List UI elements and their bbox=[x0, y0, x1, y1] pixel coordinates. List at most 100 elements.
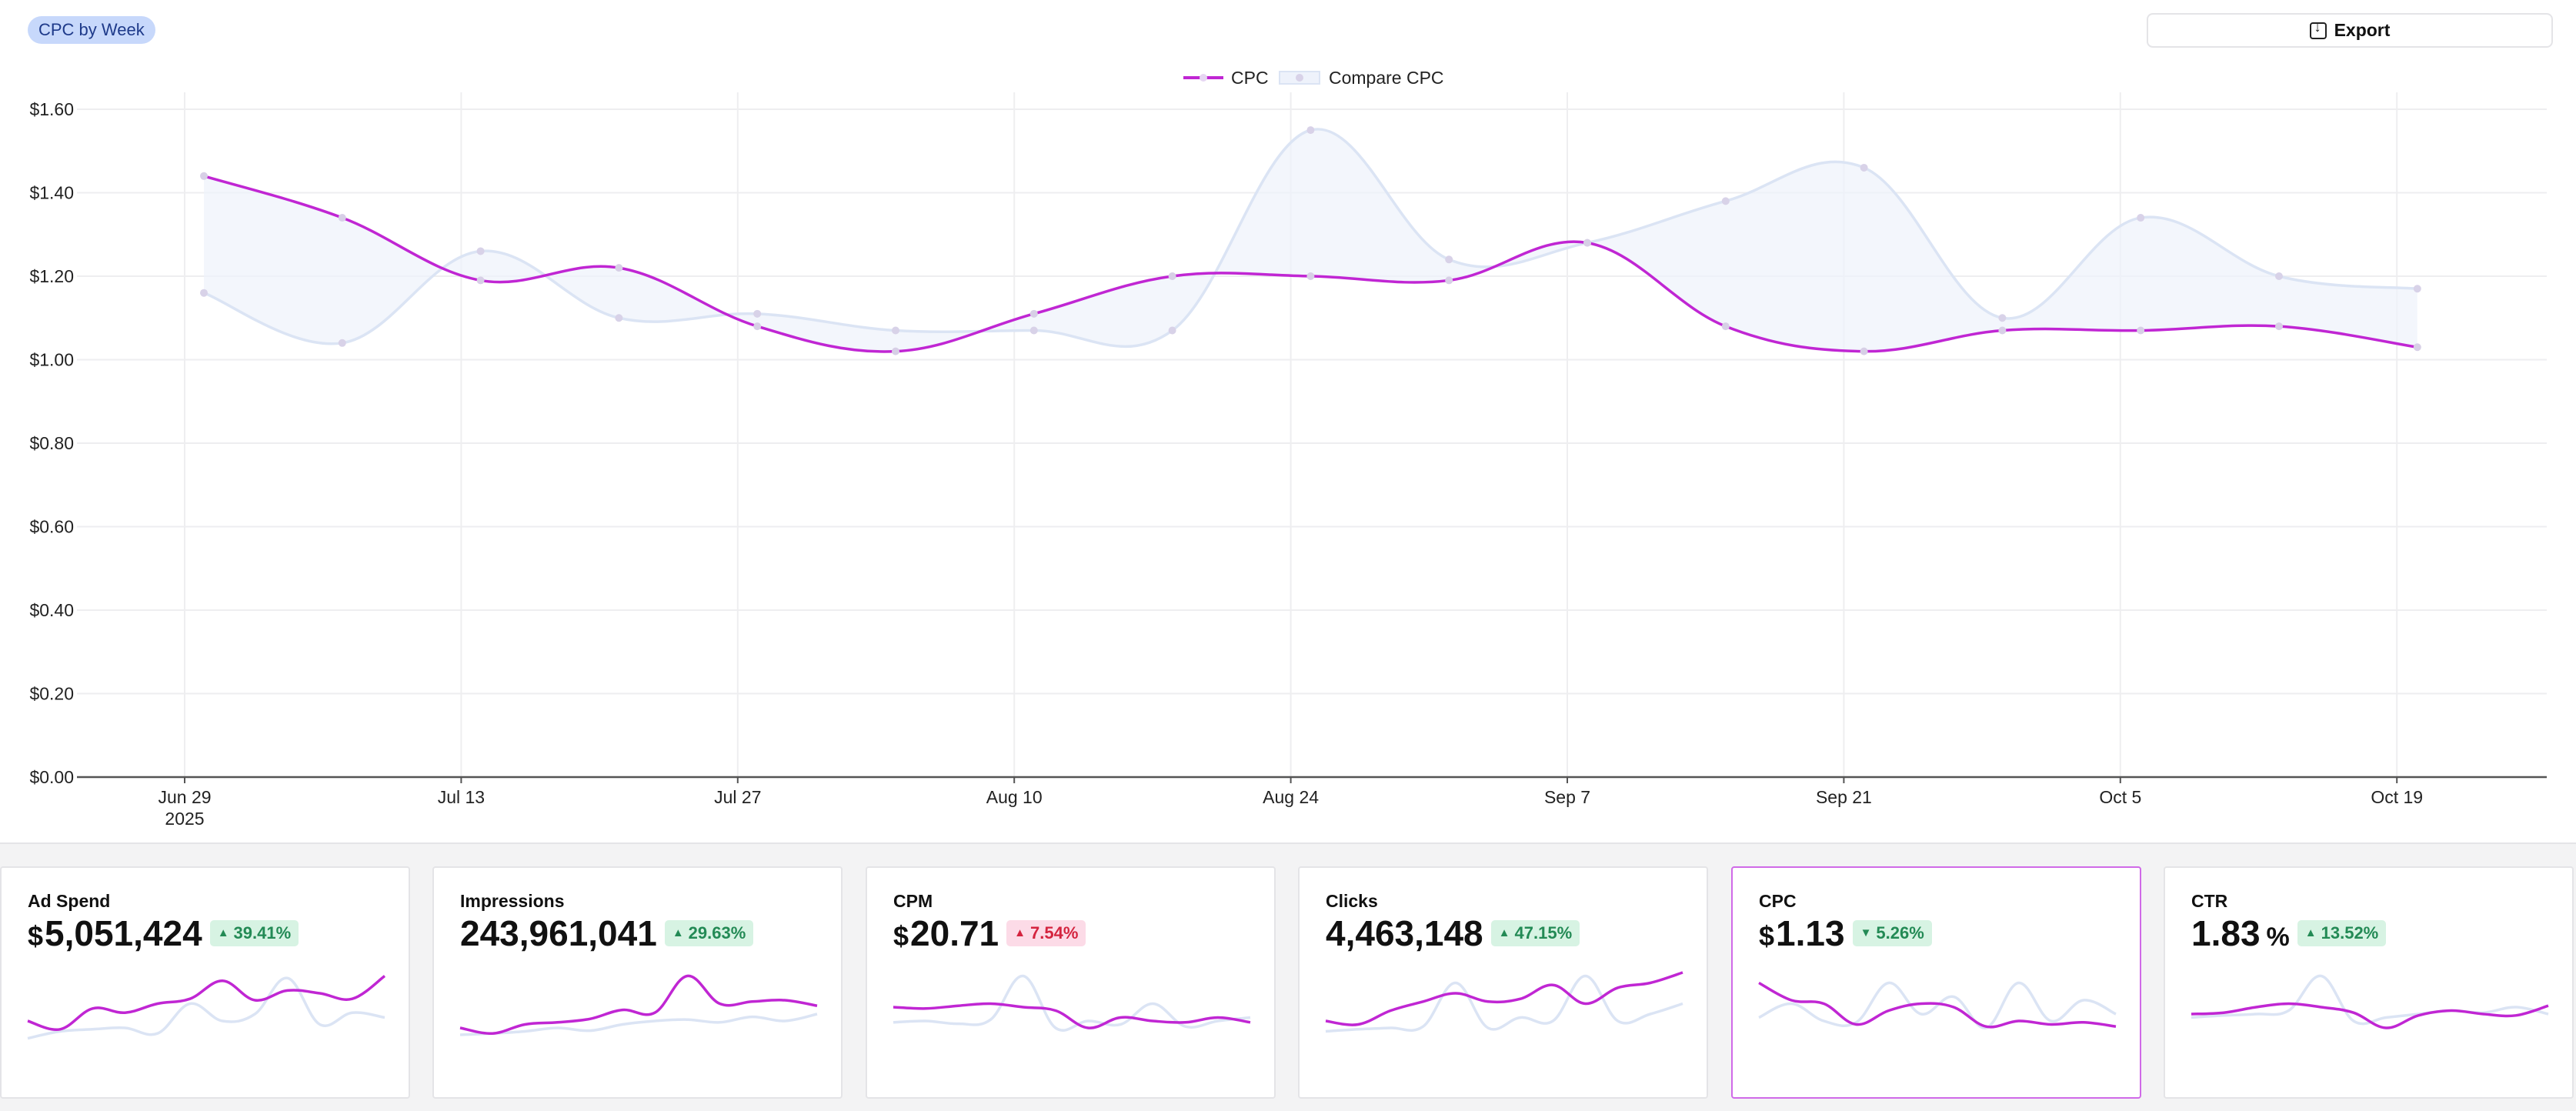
legend-label-cpc: CPC bbox=[1231, 68, 1269, 88]
card-value-prefix: $ bbox=[28, 920, 44, 952]
sparkline-main bbox=[1758, 981, 2117, 1029]
change-value: 5.26% bbox=[1876, 923, 1924, 943]
compare-cpc-point bbox=[1721, 197, 1730, 205]
metric-card-cpm[interactable]: CPM $20.71 ▲ 7.54% bbox=[866, 866, 1276, 1099]
change-value: 39.41% bbox=[233, 923, 292, 943]
chart-title-pill[interactable]: CPC by Week bbox=[28, 16, 155, 44]
triangle-up-icon: ▲ bbox=[2304, 926, 2317, 939]
chart-legend: CPC Compare CPC bbox=[1183, 68, 1444, 88]
card-value-number: 1.13 bbox=[1776, 913, 1845, 953]
compare-cpc-point bbox=[1306, 126, 1315, 135]
sparkline-chart bbox=[893, 974, 1251, 1032]
compare-cpc-point bbox=[1029, 326, 1038, 335]
compare-cpc-point bbox=[892, 326, 899, 335]
x-tick-label: Aug 24 bbox=[1263, 787, 1319, 807]
compare-cpc-point bbox=[2275, 272, 2283, 280]
cpc-point bbox=[753, 322, 762, 331]
y-tick-label: $1.60 bbox=[29, 99, 74, 119]
x-tick-label: Jul 13 bbox=[438, 787, 485, 807]
y-tick-label: $0.00 bbox=[29, 767, 74, 787]
change-value: 29.63% bbox=[688, 923, 746, 943]
change-value: 7.54% bbox=[1030, 923, 1079, 943]
compare-area-fill bbox=[204, 128, 2418, 352]
y-tick-label: $1.20 bbox=[29, 266, 74, 286]
cpc-point bbox=[1306, 272, 1315, 280]
cpc-point bbox=[1998, 326, 2007, 335]
compare-cpc-point bbox=[476, 247, 485, 255]
cpc-point bbox=[476, 276, 485, 285]
compare-cpc-point bbox=[200, 289, 208, 297]
card-title: CPM bbox=[893, 891, 933, 911]
sparkline-chart bbox=[459, 974, 818, 1036]
x-tick-label: Oct 19 bbox=[2371, 787, 2423, 807]
cpc-point bbox=[1445, 276, 1453, 285]
x-tick-label: Jul 27 bbox=[714, 787, 761, 807]
cpc-point bbox=[615, 264, 623, 272]
series-line-compare-cpc bbox=[203, 128, 2418, 349]
change-badge: ▲ 13.52% bbox=[2297, 920, 2387, 946]
cpc-point bbox=[1029, 309, 1038, 318]
sparkline-compare bbox=[893, 974, 1251, 1032]
compare-cpc-point bbox=[2137, 214, 2145, 222]
sparkline-main bbox=[27, 975, 386, 1031]
metric-card-cpc[interactable]: CPC $1.13 ▼ 5.26% bbox=[1731, 866, 2141, 1099]
metric-card-clicks[interactable]: Clicks 4,463,148 ▲ 47.15% bbox=[1298, 866, 1708, 1099]
card-title: Clicks bbox=[1326, 891, 1378, 911]
metric-card-impressions[interactable]: Impressions 243,961,041 ▲ 29.63% bbox=[432, 866, 843, 1099]
change-badge: ▼ 5.26% bbox=[1852, 920, 1932, 946]
triangle-up-icon: ▲ bbox=[672, 926, 684, 939]
cpc-point bbox=[2275, 322, 2283, 331]
triangle-down-icon: ▼ bbox=[1860, 926, 1872, 939]
cpc-point bbox=[2413, 343, 2421, 352]
cpc-point bbox=[1168, 272, 1176, 280]
card-value-number: 20.71 bbox=[910, 913, 999, 953]
x-tick-sublabel: 2025 bbox=[165, 809, 204, 829]
card-value: 1.83% ▲ 13.52% bbox=[2191, 912, 2387, 954]
triangle-up-icon: ▲ bbox=[217, 926, 229, 939]
change-badge: ▲ 29.63% bbox=[664, 920, 754, 946]
y-tick-label: $0.20 bbox=[29, 684, 74, 704]
card-value: $5,051,424 ▲ 39.41% bbox=[28, 912, 299, 954]
sparkline-compare bbox=[1758, 981, 2117, 1029]
export-button[interactable]: Export bbox=[2147, 13, 2553, 48]
metric-cards: Ad Spend $5,051,424 ▲ 39.41% Impressions 243,… bbox=[0, 866, 2576, 1099]
card-value-suffix: % bbox=[2266, 922, 2290, 952]
sparkline-chart bbox=[2191, 974, 2549, 1029]
sparkline-compare bbox=[459, 1013, 818, 1036]
card-title: Impressions bbox=[460, 891, 565, 911]
card-title: Ad Spend bbox=[28, 891, 111, 911]
card-value: $20.71 ▲ 7.54% bbox=[893, 912, 1086, 954]
export-label: Export bbox=[2334, 20, 2391, 40]
metric-card-ctr[interactable]: CTR 1.83% ▲ 13.52% bbox=[2164, 866, 2574, 1099]
sparkline-chart bbox=[1325, 971, 1683, 1033]
cpc-point bbox=[1721, 322, 1730, 331]
x-tick-label: Oct 5 bbox=[2099, 787, 2141, 807]
x-tick-label: Jun 29 bbox=[158, 787, 211, 807]
metric-card-ad-spend[interactable]: Ad Spend $5,051,424 ▲ 39.41% bbox=[0, 866, 410, 1099]
y-tick-label: $0.40 bbox=[29, 600, 74, 620]
compare-cpc-point bbox=[615, 314, 623, 322]
y-tick-label: $1.40 bbox=[29, 183, 74, 203]
change-value: 13.52% bbox=[2321, 923, 2379, 943]
cpc-point bbox=[338, 214, 346, 222]
legend-label-compare-cpc: Compare CPC bbox=[1329, 68, 1444, 88]
sparkline-compare bbox=[2191, 974, 2549, 1026]
compare-cpc-point bbox=[338, 339, 346, 347]
x-tick-label: Sep 7 bbox=[1544, 787, 1590, 807]
chart-panel: CPC by Week Export $0.00$0.20$0.40$0.60$… bbox=[0, 0, 2576, 844]
y-tick-label: $0.80 bbox=[29, 433, 74, 453]
triangle-up-icon: ▲ bbox=[1014, 926, 1026, 939]
sparkline-chart bbox=[27, 975, 386, 1040]
compare-cpc-point bbox=[2413, 285, 2421, 293]
card-value-prefix: $ bbox=[1759, 920, 1775, 952]
sparkline-main bbox=[2191, 1002, 2549, 1029]
cpc-point bbox=[892, 347, 899, 355]
change-badge: ▲ 39.41% bbox=[209, 920, 299, 946]
compare-cpc-point bbox=[1168, 326, 1176, 335]
sparkline-compare bbox=[27, 976, 385, 1040]
legend-marker-compare-cpc bbox=[1296, 74, 1303, 82]
legend-marker-cpc bbox=[1200, 74, 1207, 82]
card-value-number: 5,051,424 bbox=[45, 913, 202, 953]
download-icon bbox=[2309, 19, 2327, 39]
triangle-up-icon: ▲ bbox=[1498, 926, 1510, 939]
